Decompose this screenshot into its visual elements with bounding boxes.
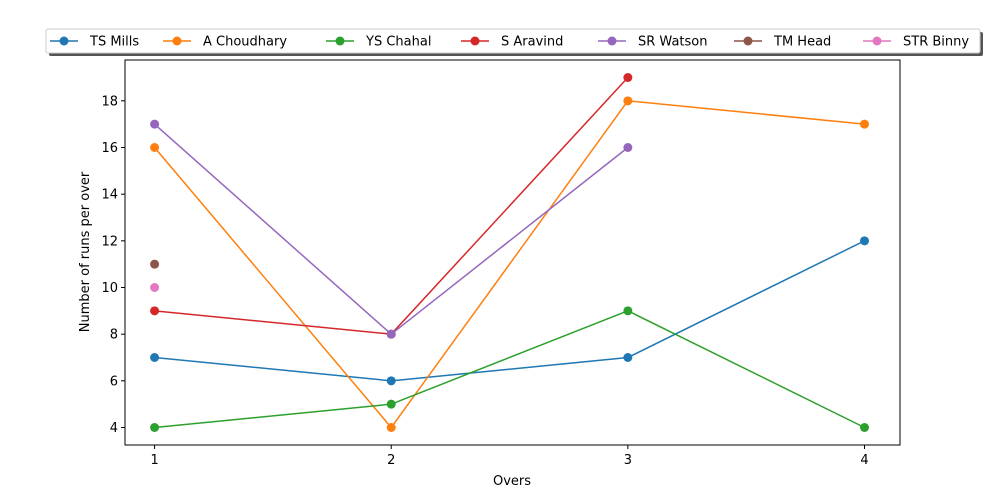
series-tm-head (150, 259, 160, 269)
data-point-s-aravind (150, 306, 160, 316)
data-point-ys-chahal (386, 399, 396, 409)
y-tick-label: 14 (101, 188, 118, 203)
series-line-ys-chahal (154, 310, 865, 429)
legend-entry-label: STR Binny (903, 35, 969, 50)
series-a-choudhary (150, 96, 870, 432)
series-ys-chahal (150, 306, 870, 432)
legend: TS Mills A Choudhary YS Chahal S Aravind SR … (45, 28, 983, 56)
data-point-s-aravind (623, 73, 633, 82)
data-point-ys-chahal (860, 423, 870, 432)
data-point-ys-chahal (150, 423, 160, 432)
legend-marker (470, 36, 480, 46)
data-point-ts-mills (623, 353, 633, 362)
data-point-a-choudhary (150, 143, 160, 152)
x-tick-label: 1 (150, 453, 158, 468)
data-point-sr-watson (623, 143, 633, 152)
legend-marker (59, 36, 69, 46)
data-point-a-choudhary (386, 423, 396, 432)
data-point-sr-watson (386, 329, 396, 339)
data-point-a-choudhary (623, 96, 633, 106)
data-point-tm-head (150, 259, 160, 269)
data-point-ts-mills (150, 353, 160, 362)
data-point-sr-watson (150, 119, 160, 129)
legend-entry-label: SR Watson (638, 35, 707, 50)
data-point-ts-mills (860, 236, 870, 246)
series-layer (150, 73, 870, 432)
series-line-ts-mills (154, 240, 865, 382)
legend-entry-label: TS Mills (89, 35, 139, 50)
data-point-ys-chahal (623, 306, 633, 316)
x-tick-label: 4 (860, 453, 868, 468)
y-axis-label: Number of runs per over (78, 171, 93, 332)
series-str-binny (150, 283, 160, 292)
legend-marker (872, 36, 882, 46)
legend-marker (335, 36, 345, 46)
y-axis-ticks: 4 6 8 10 12 14 16 18 (101, 94, 125, 436)
series-s-aravind (150, 73, 633, 339)
y-tick-label: 18 (101, 94, 118, 109)
series-line-a-choudhary (154, 100, 865, 429)
plot-area-frame (124, 59, 901, 446)
x-axis-ticks: 1 2 3 4 (150, 445, 869, 468)
y-tick-label: 10 (101, 281, 118, 296)
y-tick-label: 12 (101, 234, 118, 249)
y-tick-label: 4 (110, 421, 118, 436)
data-point-a-choudhary (860, 119, 870, 129)
data-point-str-binny (150, 283, 160, 292)
x-tick-label: 3 (624, 453, 632, 468)
legend-marker (607, 36, 617, 46)
series-sr-watson (150, 119, 633, 339)
series-ts-mills (150, 236, 870, 386)
x-axis-label: Overs (493, 474, 531, 489)
y-tick-label: 8 (110, 328, 118, 343)
series-line-s-aravind (154, 76, 629, 335)
legend-entry-label: A Choudhary (203, 35, 287, 50)
legend-frame (45, 28, 981, 54)
series-line-sr-watson (154, 123, 629, 336)
legend-marker (172, 36, 182, 46)
data-point-ts-mills (386, 376, 396, 386)
legend-marker (743, 36, 753, 46)
legend-entry-label: YS Chahal (365, 35, 431, 50)
legend-entry-label: TM Head (773, 35, 831, 50)
x-tick-label: 2 (387, 453, 395, 468)
legend-entry-label: S Aravind (501, 35, 563, 50)
y-tick-label: 16 (101, 141, 118, 156)
y-tick-label: 6 (110, 374, 118, 389)
